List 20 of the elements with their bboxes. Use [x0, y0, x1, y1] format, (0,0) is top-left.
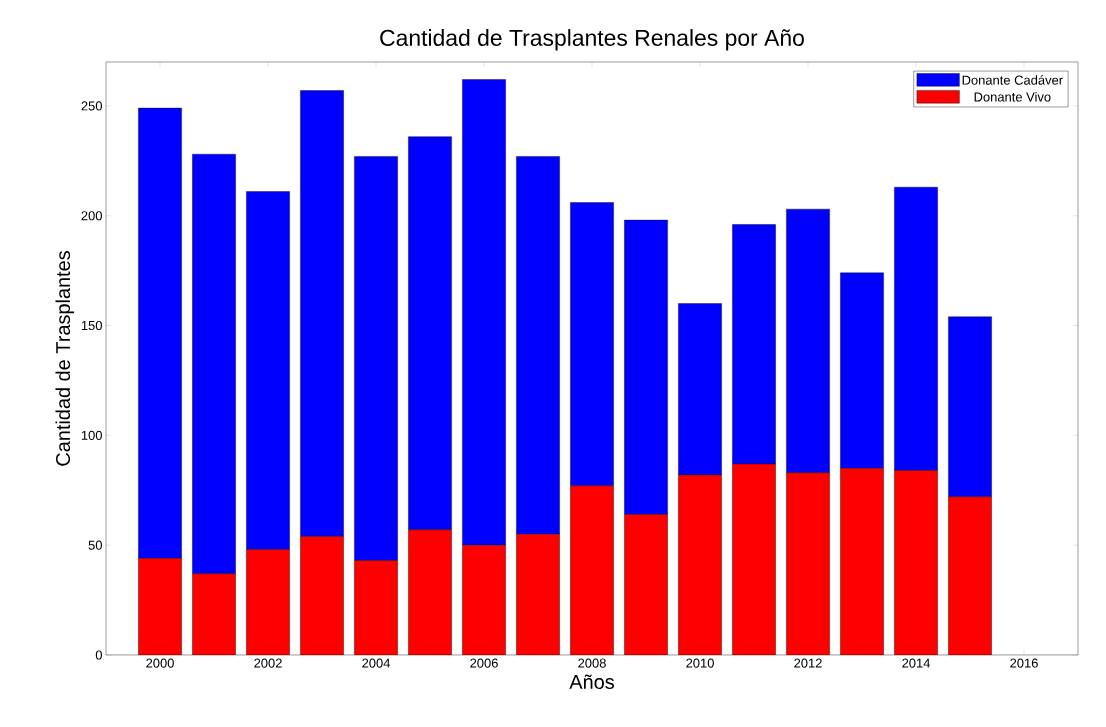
legend-label: Donante Cadáver [962, 75, 1063, 85]
y-axis-title: Cantidad de Trasplantes [55, 251, 75, 466]
x-axis-title: Años [569, 674, 614, 689]
x-tick-label: 2014 [902, 658, 931, 668]
y-tick-label: 50 [88, 540, 102, 550]
y-tick-label: 200 [81, 211, 102, 221]
y-tick-label: 150 [81, 320, 102, 331]
x-tick-label: 2000 [146, 658, 174, 668]
x-tick-label: 2012 [794, 658, 822, 668]
y-tick-label: 250 [81, 101, 102, 111]
x-tick-label: 2016 [1010, 658, 1038, 668]
x-tick-label: 2008 [578, 658, 606, 668]
x-tick-label: 2006 [470, 658, 498, 668]
y-tick-label: 100 [81, 430, 102, 440]
x-tick-label: 2002 [254, 658, 282, 668]
x-tick-label: 2004 [362, 658, 391, 668]
legend-label: Donante Vivo [974, 92, 1051, 102]
chart-title: Cantidad de Trasplantes Renales por Año [380, 29, 804, 51]
x-tick-label: 2010 [686, 658, 714, 668]
y-tick-label: 0 [95, 650, 102, 660]
